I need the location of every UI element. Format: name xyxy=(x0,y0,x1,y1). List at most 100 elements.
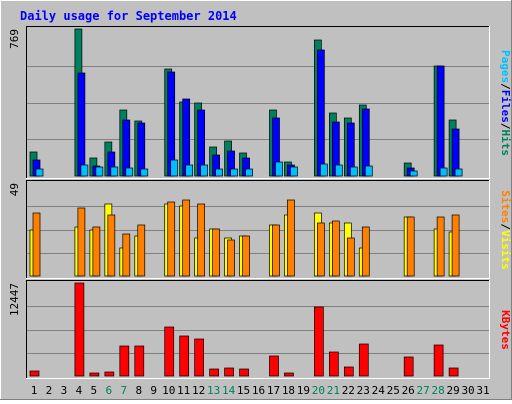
bar-pages xyxy=(125,167,134,177)
bar-pages xyxy=(200,164,208,177)
bar-files xyxy=(317,49,325,177)
bar-kbytes xyxy=(194,338,204,377)
bar-sites xyxy=(197,203,205,277)
bar-pages xyxy=(320,163,328,177)
bar-sites xyxy=(77,207,86,277)
x-tick-label: 3 xyxy=(61,384,68,397)
bar-kbytes xyxy=(284,372,294,377)
x-tick-label: 12 xyxy=(192,384,205,397)
bar-kbytes xyxy=(314,306,324,377)
bar-sites xyxy=(122,233,131,277)
bar-pages xyxy=(364,165,373,177)
bar-sites xyxy=(107,214,116,277)
bar-sites xyxy=(346,237,355,277)
bar-pages xyxy=(80,164,89,177)
panel-area xyxy=(26,280,490,379)
x-tick-label: 11 xyxy=(177,384,190,397)
x-tick-label: 6 xyxy=(106,384,113,397)
x-tick-label: 20 xyxy=(312,384,325,397)
x-tick-label: 10 xyxy=(162,384,175,397)
chart-title: Daily usage for September 2014 xyxy=(20,9,237,23)
bar-sites xyxy=(436,216,445,277)
x-tick-label: 29 xyxy=(446,384,459,397)
bar-kbytes xyxy=(209,368,219,377)
x-tick-label: 2 xyxy=(46,384,53,397)
y-max-label: 12447 xyxy=(8,283,21,316)
x-tick-label: 21 xyxy=(327,384,340,397)
bar-sites xyxy=(361,226,370,277)
bar-kbytes xyxy=(343,366,354,377)
legend-separator: / xyxy=(499,83,512,90)
bar-files xyxy=(436,65,445,177)
bar-pages xyxy=(170,159,179,177)
x-tick-label: 1 xyxy=(31,384,38,397)
legend-kbytes: KBytes xyxy=(499,310,512,350)
legend-hits-files-pages: Pages/Files/Hits xyxy=(499,50,512,156)
bar-sites xyxy=(137,224,146,277)
bar-pages xyxy=(335,164,343,177)
x-tick-label: 22 xyxy=(342,384,355,397)
y-max-label: 49 xyxy=(8,183,21,196)
x-tick-label: 19 xyxy=(297,384,310,397)
x-tick-label: 7 xyxy=(120,384,127,397)
bar-kbytes xyxy=(269,355,279,377)
bar-kbytes xyxy=(74,282,85,377)
panel-kbytes: 12447 KBytes xyxy=(8,280,512,379)
bar-files xyxy=(77,72,86,177)
bar-pages xyxy=(95,166,104,177)
legend-separator: / xyxy=(499,123,512,130)
x-tick-label: 24 xyxy=(372,384,386,397)
x-tick-label: 4 xyxy=(76,384,83,397)
legend-entry-sites: Sites xyxy=(499,190,512,223)
legend-entry-hits: Hits xyxy=(499,130,512,157)
bar-sites xyxy=(406,216,415,277)
bar-sites xyxy=(287,199,295,277)
bar-pages xyxy=(290,166,298,177)
legend-entry-kbytes: KBytes xyxy=(499,310,512,350)
x-tick-label: 27 xyxy=(417,384,430,397)
legend-entry-files: Files xyxy=(499,90,512,123)
bar-sites xyxy=(272,224,280,277)
bar-kbytes xyxy=(89,372,100,377)
x-tick-label: 28 xyxy=(432,384,445,397)
bar-kbytes xyxy=(433,344,444,377)
x-tick-label: 26 xyxy=(402,384,415,397)
bar-sites xyxy=(242,235,250,277)
bar-kbytes xyxy=(164,326,175,377)
bar-kbytes xyxy=(358,343,369,377)
x-tick-label: 31 xyxy=(476,384,489,397)
bar-pages xyxy=(245,168,253,177)
bar-sites xyxy=(167,201,176,277)
bar-kbytes xyxy=(134,345,145,377)
bar-sites xyxy=(317,222,325,277)
bar-kbytes xyxy=(179,335,190,377)
x-tick-label: 5 xyxy=(91,384,98,397)
bar-pages xyxy=(230,168,238,177)
bar-files xyxy=(182,98,191,177)
bar-pages xyxy=(439,167,448,177)
bar-kbytes xyxy=(239,368,249,377)
legend-visits-sites: Sites/Visits xyxy=(499,190,512,270)
x-tick-label: 15 xyxy=(237,384,250,397)
bar-sites xyxy=(332,220,340,277)
legend-entry-visits: Visits xyxy=(499,230,512,270)
bar-pages xyxy=(409,170,418,177)
bar-kbytes xyxy=(119,345,130,377)
bar-kbytes xyxy=(224,367,234,377)
bar-pages xyxy=(110,166,119,177)
bar-pages xyxy=(140,168,149,177)
bar-pages xyxy=(349,166,358,177)
panel-area xyxy=(26,26,490,179)
bar-files xyxy=(137,122,146,177)
x-tick-label: 13 xyxy=(207,384,220,397)
bar-sites xyxy=(212,228,220,277)
x-tick-label: 17 xyxy=(267,384,280,397)
bar-pages xyxy=(215,168,223,177)
bar-pages xyxy=(185,164,194,177)
bar-kbytes xyxy=(403,356,414,377)
bar-pages xyxy=(275,161,283,177)
bar-sites xyxy=(92,226,101,277)
bar-pages xyxy=(35,168,44,177)
